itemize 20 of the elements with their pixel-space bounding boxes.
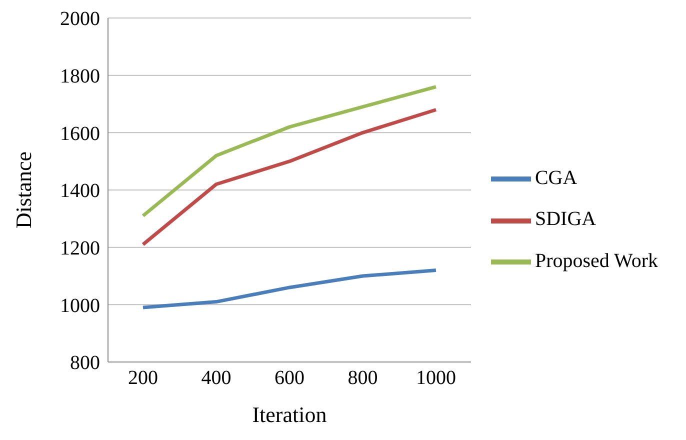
line-series (141, 85, 438, 218)
x-tick-label: 800 (348, 367, 378, 390)
line-series (141, 268, 438, 310)
y-tick-label: 1800 (60, 65, 100, 88)
y-tick-label: 1600 (60, 122, 100, 145)
y-tick-label: 1000 (60, 294, 100, 317)
x-tick-label: 400 (201, 367, 232, 390)
x-tick-label: 1000 (416, 367, 456, 390)
y-tick-label: 2000 (60, 8, 100, 30)
y-tick-label: 1400 (60, 180, 100, 202)
x-axis-title: Iteration (252, 402, 327, 427)
y-tick-label: 1200 (60, 237, 100, 260)
line-series (141, 108, 438, 246)
y-tick-label: 800 (70, 352, 100, 374)
legend-label: SDIGA (534, 208, 596, 230)
legend-label: CGA (534, 166, 578, 189)
y-axis-title: Distance (10, 152, 36, 228)
x-tick-label: 600 (274, 367, 304, 390)
x-tick-label: 200 (128, 367, 158, 390)
legend-label: Proposed Work (534, 250, 658, 272)
